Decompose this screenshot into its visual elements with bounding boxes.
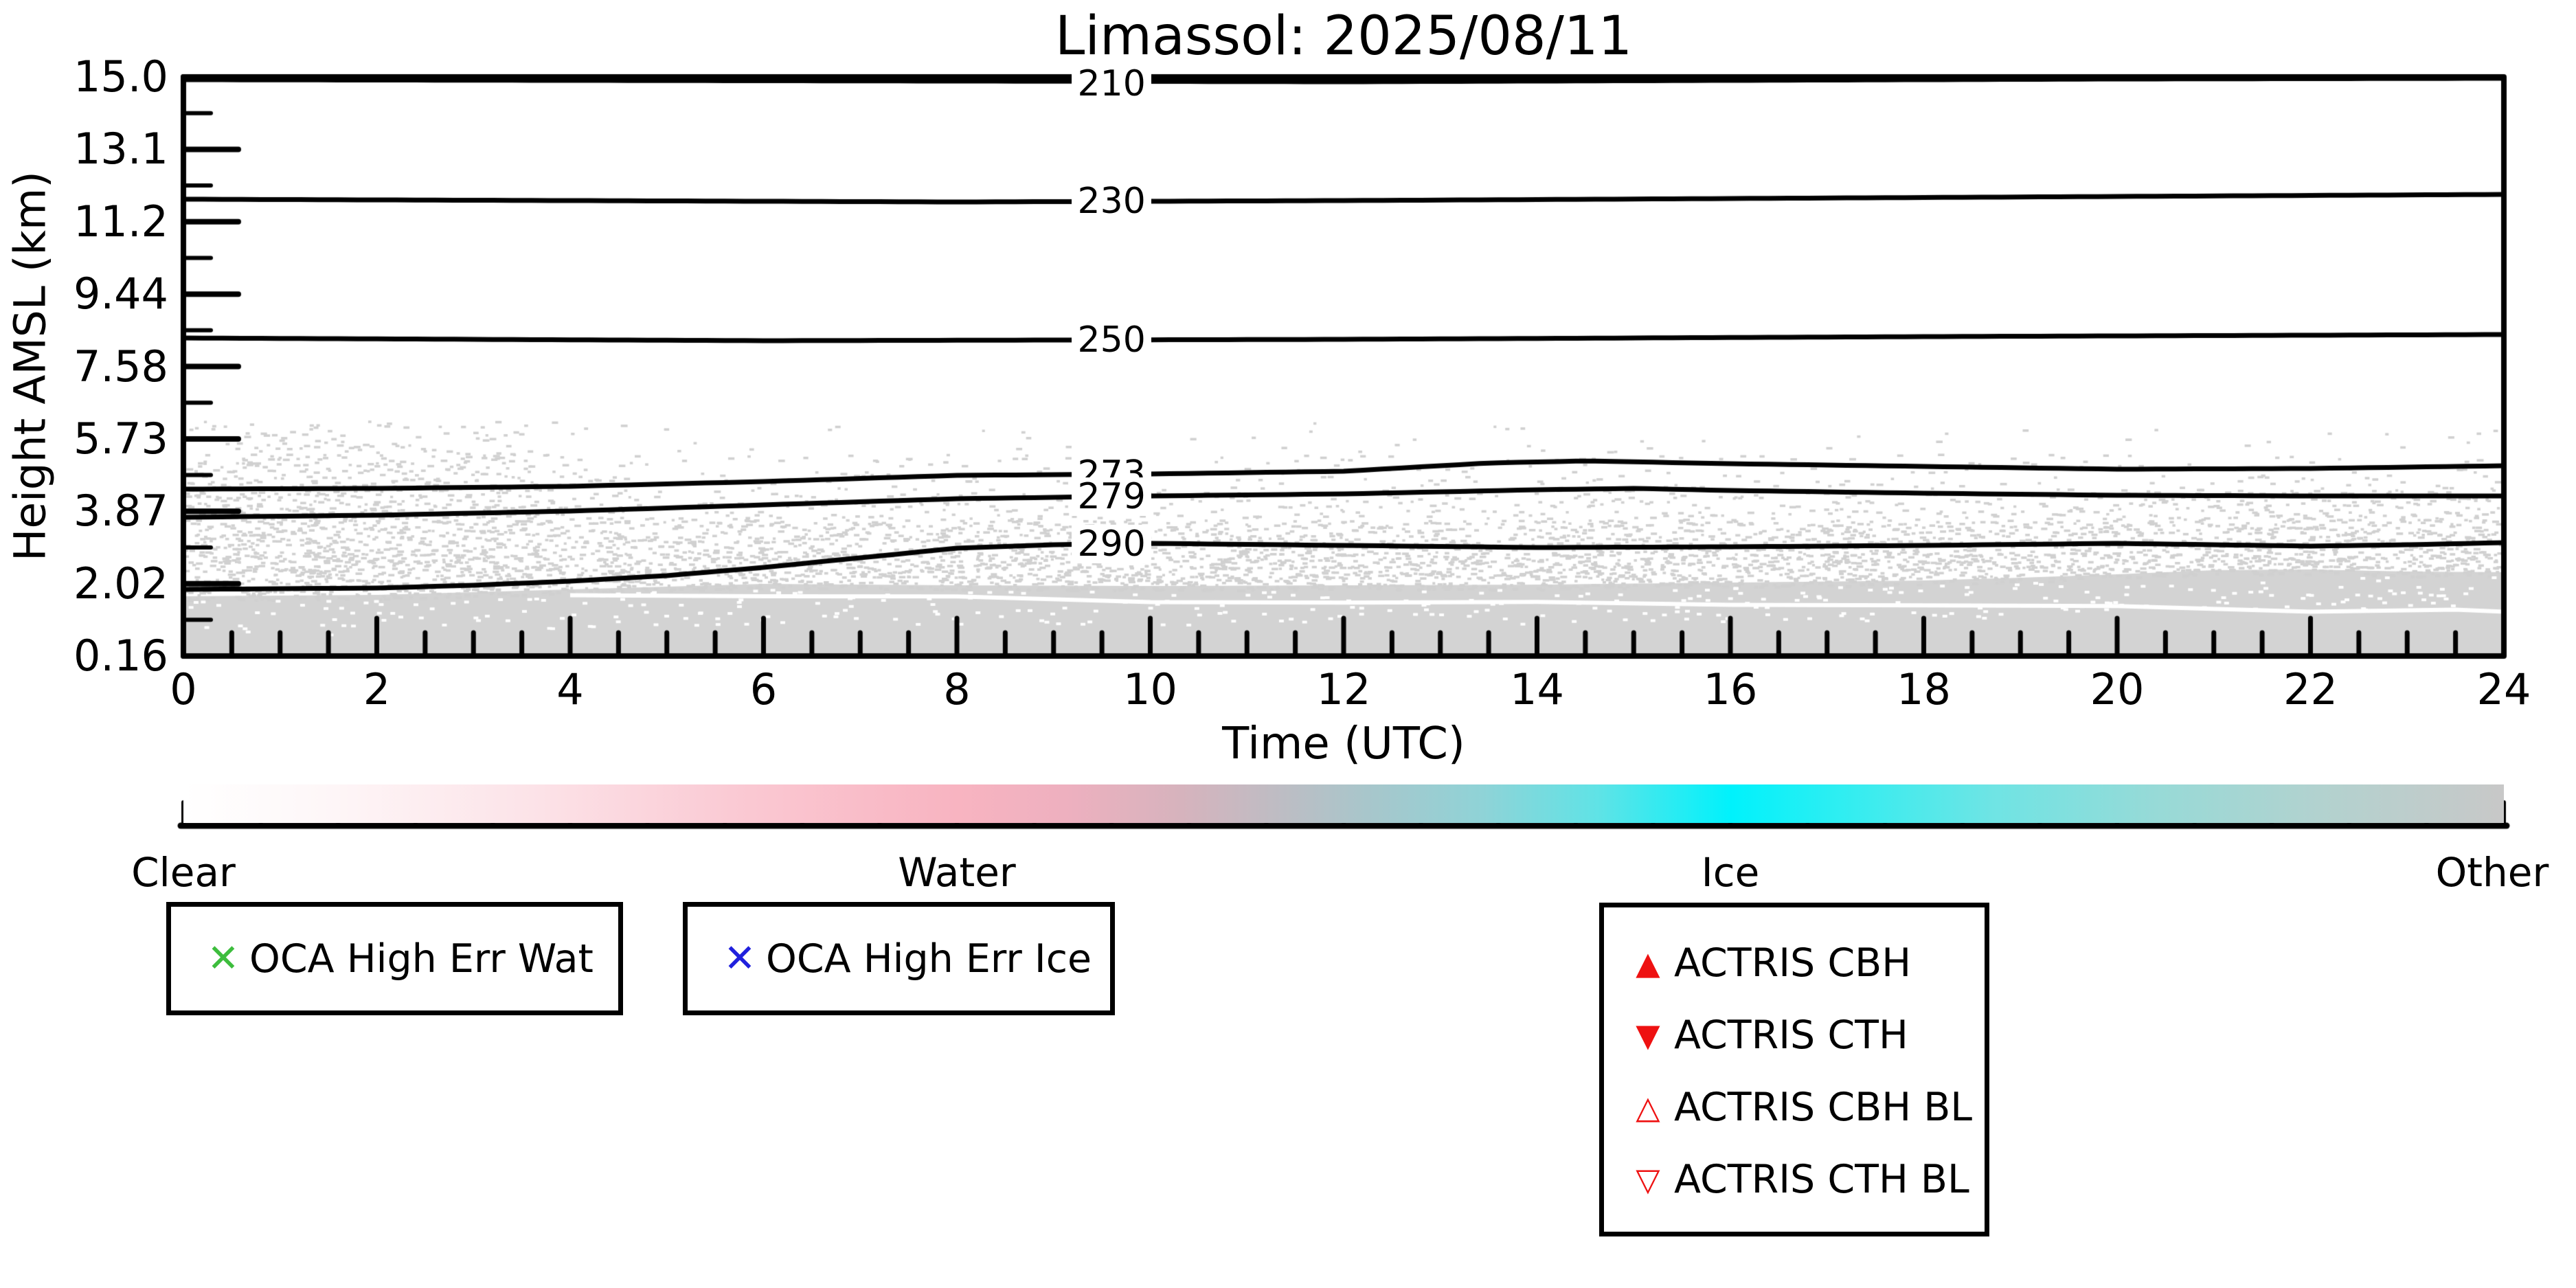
legend-row-actris-cbh: ▲ ACTRIS CBH	[1622, 927, 1911, 999]
legend-row-actris-cth-bl: ▽ ACTRIS CTH BL	[1622, 1143, 1969, 1215]
blue-cross-marker-icon: ✕	[723, 936, 756, 981]
colorbar-gradient	[183, 784, 2504, 823]
x-tick-label: 10	[1123, 664, 1177, 714]
legend-oca-high-err-wat: ✕ OCA High Err Wat	[166, 902, 623, 1015]
legend-actris: ▲ ACTRIS CBH ▼ ACTRIS CTH △ ACTRIS CBH B…	[1599, 903, 1989, 1236]
y-tick-label: 11.2	[73, 196, 168, 247]
x-axis-title: Time (UTC)	[1222, 719, 1465, 769]
x-tick-label: 12	[1316, 664, 1371, 714]
legend-label: OCA High Err Wat	[249, 936, 594, 982]
legend-label: OCA High Err Ice	[766, 936, 1092, 982]
x-tick-label: 18	[1897, 664, 1951, 714]
colorbar-label-ice: Ice	[1701, 849, 1760, 896]
contour-label-290: 290	[1072, 524, 1152, 563]
chart-title: Limassol: 2025/08/11	[1054, 5, 1633, 67]
x-tick-label: 20	[2090, 664, 2145, 714]
red-triangle-down-filled-icon: ▼	[1636, 1016, 1660, 1054]
contour-label-250: 250	[1072, 320, 1152, 359]
x-tick-label: 16	[1703, 664, 1758, 714]
legend-row-actris-cth: ▼ ACTRIS CTH	[1622, 999, 1908, 1071]
colorbar-label-clear: Clear	[131, 849, 236, 896]
x-tick-label: 14	[1510, 664, 1564, 714]
x-tick-label: 2	[363, 664, 391, 714]
contour-label-210: 210	[1072, 65, 1152, 103]
legend-label: ACTRIS CTH	[1674, 1012, 1908, 1058]
legend-row-actris-cbh-bl: △ ACTRIS CBH BL	[1622, 1071, 1972, 1143]
contour-label-279: 279	[1072, 477, 1152, 516]
x-tick-label: 0	[170, 664, 197, 714]
x-tick-label: 22	[2283, 664, 2338, 714]
red-triangle-up-open-icon: △	[1636, 1088, 1660, 1126]
x-tick-label: 8	[943, 664, 971, 714]
y-tick-label: 9.44	[73, 269, 168, 319]
y-tick-label: 15.0	[73, 52, 168, 102]
legend-label: ACTRIS CTH BL	[1674, 1156, 1969, 1202]
colorbar-label-water: Water	[898, 849, 1016, 896]
x-tick-label: 24	[2476, 664, 2531, 714]
x-tick-label: 6	[749, 664, 778, 714]
legend-label: ACTRIS CBH BL	[1674, 1084, 1973, 1130]
x-tick-label: 4	[556, 664, 584, 714]
red-triangle-up-filled-icon: ▲	[1636, 944, 1660, 982]
legend-label: ACTRIS CBH	[1674, 940, 1912, 986]
red-triangle-down-open-icon: ▽	[1636, 1160, 1660, 1198]
y-tick-label: 0.16	[73, 631, 168, 681]
colorbar-label-other: Other	[2435, 849, 2549, 896]
green-cross-marker-icon: ✕	[207, 936, 240, 981]
contour-label-230: 230	[1072, 182, 1152, 221]
y-tick-label: 3.87	[73, 486, 168, 536]
y-tick-label: 13.1	[73, 124, 168, 174]
y-tick-label: 5.73	[73, 413, 168, 464]
y-tick-label: 2.02	[73, 558, 168, 609]
legend-oca-high-err-ice: ✕ OCA High Err Ice	[683, 902, 1115, 1015]
y-tick-label: 7.58	[73, 341, 168, 392]
